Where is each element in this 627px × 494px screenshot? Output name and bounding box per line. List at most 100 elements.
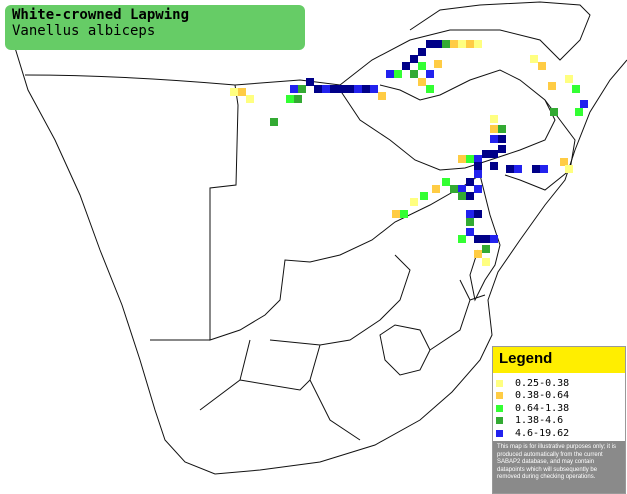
occurrence-cell (474, 155, 482, 163)
legend-item: 0.64-1.38 (493, 402, 625, 415)
occurrence-cell (490, 150, 498, 158)
occurrence-cell (410, 70, 418, 78)
occurrence-cell (466, 210, 474, 218)
legend-label: 4.6-19.62 (515, 427, 570, 439)
occurrence-cell (498, 135, 506, 143)
legend-label: 0.64-1.38 (515, 402, 570, 414)
coastline (11, 37, 627, 475)
occurrence-cell (540, 165, 548, 173)
occurrence-cell (474, 162, 482, 170)
occurrence-cell (466, 155, 474, 163)
occurrence-cell (580, 100, 588, 108)
occurrence-cell (286, 95, 294, 103)
occurrence-cell (322, 85, 330, 93)
occurrence-cell (238, 88, 246, 96)
occurrence-cell (490, 235, 498, 243)
occurrence-cell (230, 88, 238, 96)
occurrence-cell (466, 40, 474, 48)
occurrence-cell (466, 178, 474, 186)
legend-item: 4.6-19.62 (493, 427, 625, 440)
border (339, 69, 556, 171)
occurrence-cell (442, 40, 450, 48)
occurrence-cell (565, 165, 573, 173)
legend-swatch (496, 417, 503, 425)
occurrence-cell (434, 40, 442, 48)
occurrence-cell (426, 40, 434, 48)
occurrence-cell (392, 210, 400, 218)
occurrence-cell (474, 185, 482, 193)
occurrence-cell (458, 40, 466, 48)
occurrence-cell (378, 92, 386, 100)
legend-item: 0.38-0.64 (493, 390, 625, 403)
occurrence-cell (538, 62, 546, 70)
occurrence-cell (338, 85, 346, 93)
legend-item: 1.38-4.6 (493, 415, 625, 428)
occurrence-cell (490, 162, 498, 170)
occurrence-cell (386, 70, 394, 78)
title-box: White-crowned Lapwing Vanellus albiceps (5, 5, 305, 50)
occurrence-cell (498, 125, 506, 133)
legend-swatch (496, 379, 503, 387)
subtitle: Vanellus albiceps (12, 23, 156, 39)
occurrence-cell (482, 258, 490, 266)
legend-item: 0.25-0.38 (493, 377, 625, 390)
legend-swatch (496, 392, 503, 400)
occurrence-cell (418, 78, 426, 86)
occurrence-cell (466, 192, 474, 200)
occurrence-cell (432, 185, 440, 193)
occurrence-cell (474, 235, 482, 243)
occurrence-cell (314, 85, 322, 93)
occurrence-cell (362, 85, 370, 93)
occurrence-cell (560, 158, 568, 166)
legend-swatch (496, 404, 503, 412)
occurrence-cell (426, 85, 434, 93)
occurrence-cell (418, 48, 426, 56)
occurrence-cell (298, 85, 306, 93)
occurrence-cell (498, 145, 506, 153)
occurrence-cell (370, 85, 378, 93)
occurrence-cell (458, 192, 466, 200)
occurrence-cell (482, 245, 490, 253)
border (504, 99, 576, 191)
legend-label: 0.38-0.64 (515, 390, 570, 402)
occurrence-cell (450, 40, 458, 48)
occurrence-cell (458, 235, 466, 243)
occurrence-cell (572, 85, 580, 93)
border (469, 174, 501, 302)
occurrence-cell (474, 250, 482, 258)
border (24, 74, 481, 341)
title: White-crowned Lapwing (12, 7, 190, 23)
occurrence-cell (420, 192, 428, 200)
occurrence-cell (482, 235, 490, 243)
border (379, 324, 431, 376)
occurrence-cell (565, 75, 573, 83)
occurrence-cell (270, 118, 278, 126)
border (234, 1, 591, 86)
occurrence-cell (575, 108, 583, 116)
occurrence-cell (458, 155, 466, 163)
occurrence-cell (426, 70, 434, 78)
legend-label: 1.38-4.6 (515, 415, 564, 427)
occurrence-cell (442, 178, 450, 186)
occurrence-cell (474, 210, 482, 218)
occurrence-cell (306, 78, 314, 86)
occurrence-cell (550, 108, 558, 116)
occurrence-cell (394, 70, 402, 78)
disclaimer: This map is for illustrative purposes on… (493, 441, 625, 493)
occurrence-cell (490, 135, 498, 143)
occurrence-cell (346, 85, 354, 93)
occurrence-cell (450, 185, 458, 193)
occurrence-cell (490, 115, 498, 123)
occurrence-cell (354, 85, 362, 93)
occurrence-cell (474, 170, 482, 178)
occurrence-cell (402, 62, 410, 70)
occurrence-cell (506, 165, 514, 173)
occurrence-cell (294, 95, 302, 103)
occurrence-cell (490, 125, 498, 133)
legend-title: Legend (493, 347, 625, 373)
occurrence-cell (466, 218, 474, 226)
occurrence-cell (514, 165, 522, 173)
legend-swatch (496, 429, 503, 437)
